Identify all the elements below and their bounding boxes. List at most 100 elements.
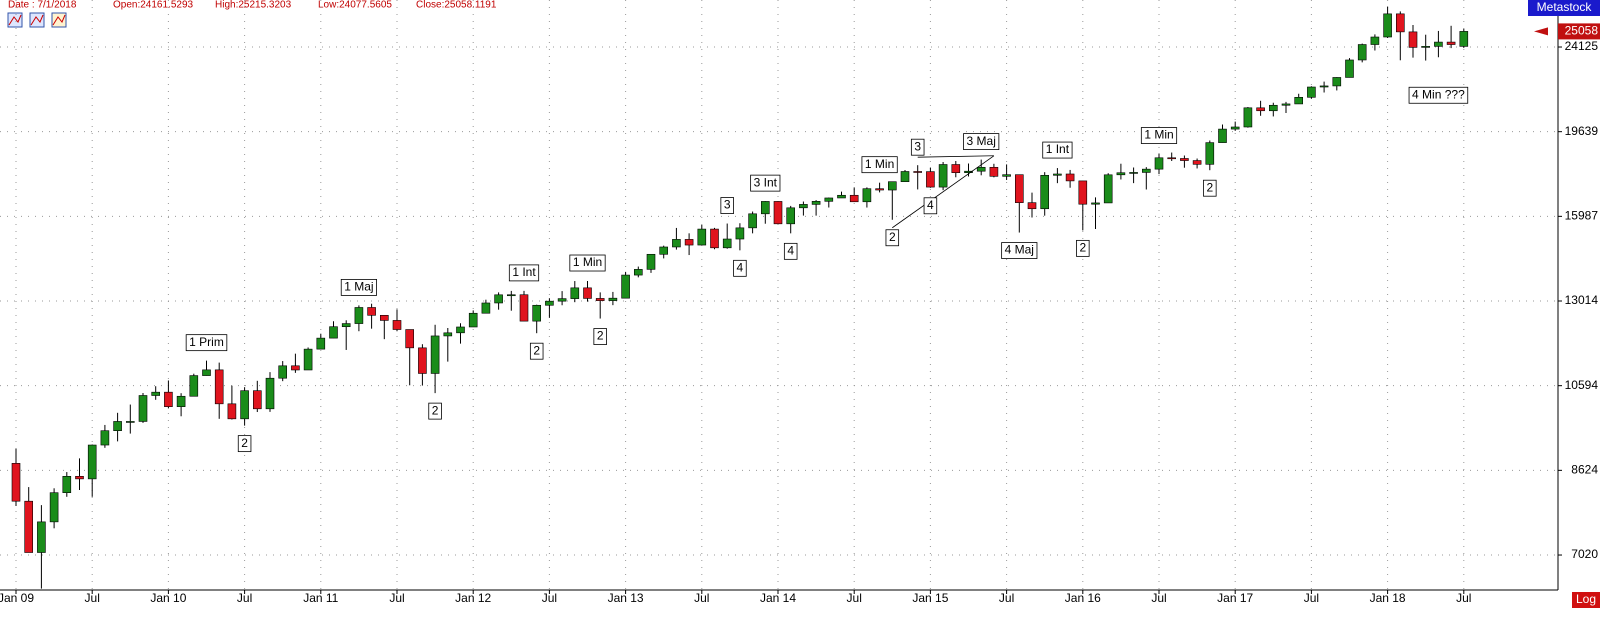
- candle-body: [532, 304, 542, 322]
- candle-body: [1103, 174, 1113, 204]
- x-tick-label: Jul: [999, 591, 1014, 605]
- x-tick-label: Jan 11: [303, 591, 338, 605]
- candle-body: [214, 369, 224, 405]
- candle-body: [583, 287, 592, 299]
- wave-label-box: [1203, 179, 1217, 197]
- wave-label-box: [885, 229, 900, 247]
- candle-body: [392, 320, 402, 330]
- candle-body: [1078, 180, 1088, 205]
- candle-body: [1408, 31, 1418, 48]
- x-tick-label: Jan 17: [1217, 591, 1253, 605]
- info-high: High:25215.3203: [215, 0, 292, 11]
- candle-body: [202, 369, 211, 376]
- candle-body: [570, 287, 580, 299]
- candle-body: [1002, 174, 1011, 177]
- candle-body: [1167, 157, 1176, 160]
- wave-label-box: [508, 264, 540, 282]
- x-tick-label: Jan 12: [455, 591, 491, 605]
- x-tick-label: Jul: [237, 591, 252, 605]
- info-close: Close:25058.1191: [416, 0, 497, 11]
- wave-label-box: [923, 197, 938, 215]
- icon[interactable]: [51, 12, 67, 28]
- wave-label: 4 Min ???: [1412, 87, 1465, 101]
- wave-label-box: [593, 328, 607, 345]
- icon[interactable]: [29, 12, 45, 28]
- candle-body: [506, 294, 516, 297]
- wave-label: 2: [533, 343, 540, 357]
- candle-body: [240, 390, 249, 420]
- wave-label: 4 Maj: [1005, 243, 1034, 257]
- candle-body: [900, 171, 910, 183]
- x-tick-label: Jan 13: [608, 591, 644, 605]
- candle-body: [1446, 41, 1456, 45]
- candle-body: [151, 391, 160, 396]
- wave-label: 1 Int: [512, 265, 536, 279]
- candle-body: [875, 188, 884, 191]
- candle-body: [519, 294, 529, 322]
- candle-body: [1243, 107, 1253, 128]
- toolbar-icons[interactable]: [7, 12, 67, 28]
- wave-label: 3 Int: [754, 175, 778, 189]
- y-tick-label: 8624: [1571, 463, 1598, 477]
- candle-body: [1065, 173, 1075, 182]
- candle-body: [1256, 107, 1265, 112]
- candle-body: [1421, 46, 1430, 48]
- candle-body: [1129, 172, 1138, 174]
- x-tick-label: Jan 10: [150, 591, 186, 605]
- wave-label: 4: [787, 244, 794, 258]
- candle-body: [11, 463, 21, 502]
- candle-body: [659, 246, 669, 255]
- candle-body: [1269, 104, 1278, 112]
- wave-label: 1 Min: [573, 255, 602, 269]
- wave-label-box: [185, 334, 228, 352]
- x-tick-label: Jul: [389, 591, 404, 605]
- candle-body: [189, 375, 199, 397]
- candle-body: [456, 326, 465, 334]
- wave-label: 4: [927, 198, 934, 212]
- candle-body: [113, 421, 122, 432]
- candle-body: [126, 421, 135, 423]
- info-low: Low:24077.5605: [318, 0, 392, 11]
- y-tick-label: 10594: [1565, 378, 1599, 392]
- candle-body: [1281, 103, 1291, 106]
- candle-body: [1205, 142, 1215, 165]
- candle-body: [164, 391, 173, 407]
- x-tick-label: Jan 18: [1370, 591, 1406, 605]
- wave-label: 3 Maj: [967, 134, 996, 148]
- wave-label: 1 Min: [865, 157, 894, 171]
- candle-body: [989, 166, 999, 177]
- last-price-box: [1558, 23, 1600, 40]
- candle-body: [926, 171, 935, 188]
- x-tick-label: Jan 09: [0, 591, 34, 605]
- candle-body: [1307, 86, 1316, 98]
- trend-line: [892, 155, 995, 229]
- candle-body: [1180, 158, 1189, 161]
- candle-body: [49, 492, 59, 523]
- candle-body: [468, 312, 478, 328]
- scale-box[interactable]: [1572, 592, 1600, 608]
- icon[interactable]: [7, 12, 23, 28]
- scale-label[interactable]: Log: [1576, 592, 1596, 606]
- x-tick-label: Jan 14: [760, 591, 796, 605]
- candle-body: [887, 181, 897, 191]
- candle-body: [265, 377, 275, 410]
- candle-body: [1332, 77, 1342, 87]
- wave-label-box: [1140, 127, 1178, 144]
- x-tick-label: Jul: [847, 591, 862, 605]
- wave-label: 1 Maj: [344, 280, 373, 294]
- candle-body: [1116, 172, 1126, 176]
- candle-body: [862, 188, 872, 203]
- info-open: Open:24161.5293: [113, 0, 194, 11]
- wave-label: 1 Int: [1046, 142, 1070, 156]
- x-tick-label: Jan 16: [1065, 591, 1101, 605]
- candle-body: [291, 365, 300, 371]
- candle-body: [646, 253, 656, 270]
- wave-label-box: [340, 278, 377, 296]
- candle-body: [976, 166, 986, 172]
- candle-body: [1383, 13, 1392, 38]
- last-price-label: 25058: [1565, 24, 1599, 38]
- candle-body: [443, 332, 453, 337]
- y-tick-label: 15987: [1565, 209, 1599, 223]
- candle-body: [24, 500, 34, 553]
- candle-body: [176, 395, 186, 407]
